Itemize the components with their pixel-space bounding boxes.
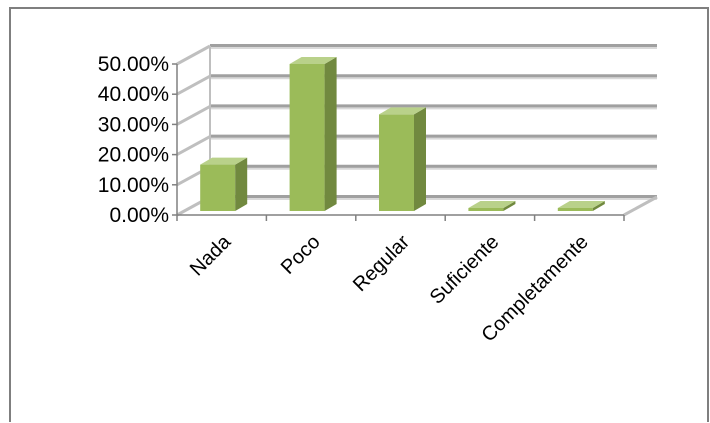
bar-top-face	[289, 57, 337, 64]
bar-front-face	[557, 208, 593, 211]
left-wall-gridline	[176, 135, 211, 156]
grid-layer	[176, 44, 658, 217]
bar-suficiente	[468, 201, 516, 211]
bar-top-face	[468, 201, 516, 208]
bar-side-face	[324, 57, 337, 211]
axis-layer	[172, 63, 625, 221]
bar-nada	[200, 157, 248, 211]
floor-right-edge	[623, 195, 658, 217]
bar-completamente	[557, 201, 605, 211]
x-category-label: Poco	[277, 231, 325, 279]
x-category-label: Regular	[349, 231, 414, 296]
bar-front-face	[379, 114, 414, 211]
y-tick-label: 20.00%	[98, 144, 169, 167]
left-wall-gridline	[176, 44, 211, 66]
left-wall-gridline	[176, 74, 211, 96]
bar-front-face	[289, 64, 325, 211]
bar-poco	[289, 57, 337, 211]
y-tick-label: 40.00%	[98, 83, 169, 106]
y-tick-label: 50.00%	[98, 53, 169, 76]
bar-layer	[200, 57, 605, 211]
y-tick-label: 0.00%	[109, 204, 169, 227]
y-tick-label: 30.00%	[98, 113, 169, 136]
chart-frame	[9, 7, 709, 422]
bar-front-face	[200, 164, 236, 211]
bar-regular	[379, 107, 426, 211]
bar-top-face	[379, 107, 426, 115]
x-category-label: Nada	[186, 230, 236, 280]
bar-front-face	[468, 208, 504, 211]
bar-top-face	[557, 201, 605, 208]
bar-side-face	[414, 107, 426, 211]
bar-side-face	[592, 201, 605, 211]
y-tick-label: 10.00%	[98, 174, 169, 197]
bar-side-face	[503, 201, 516, 211]
left-wall-gridline	[176, 105, 211, 126]
bar-top-face	[200, 157, 248, 165]
bar-side-face	[235, 157, 248, 211]
x-category-label: Suficiente	[426, 231, 504, 309]
